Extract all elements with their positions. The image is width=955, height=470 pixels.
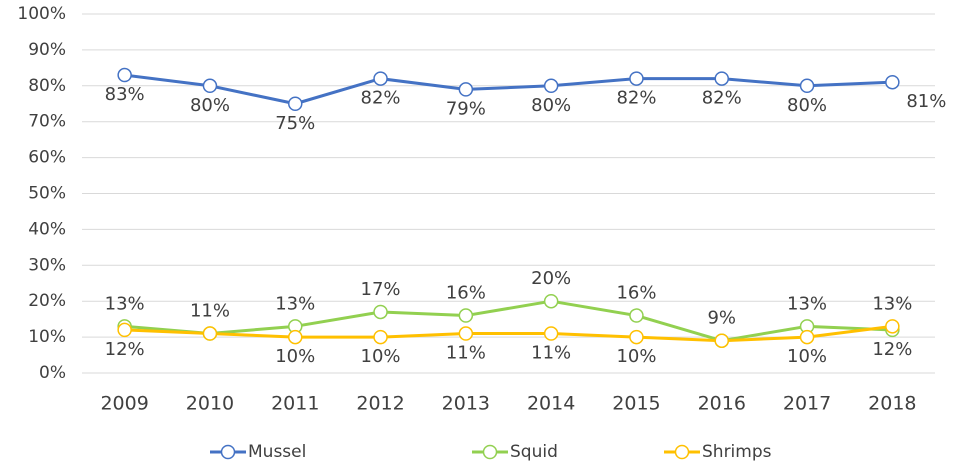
point [629,308,644,323]
x-tick-label: 2015 [612,393,660,415]
y-tick-label: 60% [28,148,66,168]
data-label: 11% [190,301,230,322]
x-tick-label: 2009 [100,393,148,415]
point [714,333,729,348]
data-label: 16% [616,283,656,304]
point [458,308,474,323]
y-tick-label: 100% [17,4,66,24]
point [885,74,900,90]
point [373,71,388,86]
data-label: 20% [531,268,571,289]
data-label: 10% [787,346,827,367]
y-tick-label: 20% [28,291,66,311]
data-label: 12% [105,339,145,360]
point [373,329,388,345]
data-label: 75% [275,113,315,134]
point [714,71,729,86]
point [373,304,388,320]
point [543,78,559,94]
point [543,293,559,309]
legend-marker [674,444,690,460]
point [629,71,644,86]
point [458,326,474,341]
x-tick-label: 2011 [271,393,319,415]
data-label: 80% [190,95,230,116]
point [543,326,559,341]
data-label: 11% [446,343,486,364]
point [458,82,474,97]
point [202,78,218,94]
data-label: 10% [275,346,315,367]
y-tick-label: 0% [39,363,66,383]
data-label: 13% [105,293,145,314]
y-tick-label: 30% [28,255,66,275]
data-label: 81% [906,91,946,112]
x-tick-label: 2013 [442,393,490,415]
data-label: 80% [531,95,571,116]
data-label: 82% [702,88,742,109]
series-line [124,324,893,343]
y-tick-label: 90% [28,40,66,60]
x-tick-label: 2014 [527,393,575,415]
point [202,326,218,341]
x-tick-label: 2017 [783,393,831,415]
data-label: 13% [787,293,827,314]
point [799,329,815,345]
y-tick-label: 10% [28,327,66,347]
data-label: 83% [105,84,145,105]
data-label: 13% [872,293,912,314]
legend-label: Squid [510,442,558,462]
legend-label: Shrimps [702,442,772,462]
point [629,329,644,345]
data-label: 9% [707,308,736,329]
data-label: 79% [446,98,486,119]
data-label: 11% [531,343,571,364]
data-label: 10% [361,346,401,367]
point [885,319,900,334]
legend-marker [482,444,498,460]
data-label: 80% [787,95,827,116]
data-label: 13% [275,293,315,314]
data-label: 12% [872,339,912,360]
data-label: 82% [616,88,656,109]
data-label: 10% [616,346,656,367]
series-line [124,73,893,106]
point [288,329,303,345]
legend-marker [220,444,236,460]
y-tick-label: 70% [28,112,66,132]
x-tick-label: 2018 [868,393,916,415]
x-tick-label: 2016 [698,393,746,415]
point [799,78,815,94]
data-label: 16% [446,283,486,304]
data-label: 82% [361,88,401,109]
data-label: 17% [361,279,401,300]
y-tick-label: 50% [28,184,66,204]
legend-label: Mussel [248,442,306,462]
x-tick-label: 2012 [356,393,404,415]
series-line [124,299,893,343]
point [117,67,132,83]
x-tick-label: 2010 [186,393,234,415]
point [117,322,132,338]
point [288,96,303,111]
y-tick-label: 80% [28,76,66,96]
y-tick-label: 40% [28,219,66,239]
